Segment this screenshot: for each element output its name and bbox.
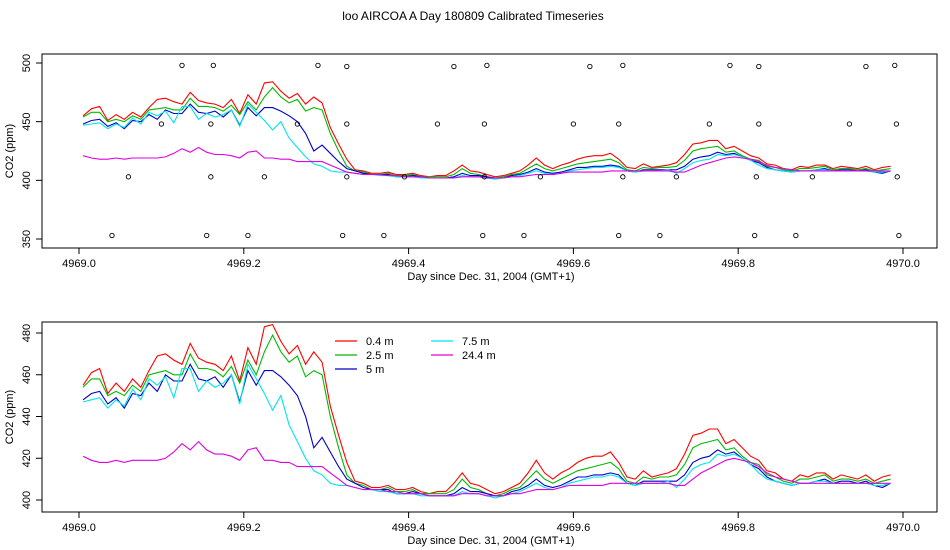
bottom-panel: 4969.0 4969.2 4969.4 4969.6 4969.8 4970.0 400 4… [4,321,938,547]
scatter-point [587,63,593,70]
series-line-24-4-m [82,146,891,179]
scatter-point [620,174,626,180]
scatter-point [481,174,488,180]
scatter-point [893,121,900,127]
x-tick-label: 4969.2 [227,258,261,270]
legend-label: 24.4 m [462,350,496,362]
legend-label: 2.5 m [366,350,394,362]
y-tick-label: 480 [21,324,33,342]
scatter-point [210,62,216,68]
scatter-point [261,174,268,180]
scatter-point [340,232,346,239]
series-line-24-4-m [82,440,891,497]
top-panel: 4969.0 4969.2 4969.4 4969.6 4969.8 4970.0 350 4… [4,53,938,283]
scatter-point [809,174,816,180]
x-axis-label: Day since Dec. 31, 2004 (GMT+1) [407,271,574,283]
scatter-point [892,62,898,68]
scatter-point [344,174,350,180]
legend-label: 0.4 m [366,336,394,348]
scatter-point [245,232,251,239]
scatter-point [756,63,762,70]
x-tick-label: 4970.0 [886,258,920,270]
x-axis-label: Day since Dec. 31, 2004 (GMT+1) [407,535,574,547]
scatter-point [753,174,759,180]
series-line-0-4-m [82,81,891,178]
scatter-point [344,121,350,127]
scatter-point [208,121,214,127]
y-tick-label: 400 [21,491,33,509]
scatter-point [657,232,663,239]
scatter-point [179,62,185,68]
scatter-point [434,121,441,127]
scatter-point [846,121,853,127]
scatter-point [727,62,733,68]
scatter-point [315,62,321,68]
scatter-point [894,174,900,180]
scatter-point [208,174,214,180]
scatter-point [673,174,680,180]
legend-label: 5 m [366,364,384,376]
y-tick-label: 450 [21,112,33,130]
scatter-point [125,174,132,180]
scatter-point [706,121,713,127]
scatter-point [616,121,622,127]
scatter-point [570,121,577,127]
y-axis-label: CO2 (ppm) [4,124,16,178]
y-tick-label: 400 [21,171,33,189]
x-tick-label: 4969.2 [227,522,261,534]
scatter-point [752,232,758,239]
scatter-point [109,232,115,239]
x-tick-label: 4969.0 [62,258,96,270]
y-tick-label: 460 [21,366,33,384]
scatter-point [521,232,527,239]
x-tick-label: 4969.4 [392,522,426,534]
scatter-point [480,232,486,239]
scatter-point [158,121,165,127]
series-line-0-4-m [82,323,891,495]
scatter-point [451,63,457,70]
scatter-point [381,232,387,239]
scatter-point [484,62,490,68]
plot-frame [41,53,938,249]
series-line-5-m [82,363,891,497]
y-tick-label: 420 [21,449,33,467]
x-tick-label: 4969.4 [392,258,426,270]
scatter-point [756,121,762,127]
scatter-point [793,232,799,239]
x-tick-label: 4969.8 [721,522,755,534]
chart-title: loo AIRCOA A Day 180809 Calibrated Times… [342,9,603,23]
y-tick-label: 500 [21,54,33,72]
x-tick-label: 4970.0 [886,522,920,534]
scatter-point [294,121,301,127]
x-tick-label: 4969.6 [557,522,591,534]
scatter-point [863,63,869,70]
scatter-point [537,174,544,180]
scatter-point [344,63,350,70]
scatter-point [616,232,622,239]
x-tick-label: 4969.6 [557,258,591,270]
scatter-point [896,232,902,239]
x-tick-label: 4969.8 [721,258,755,270]
scatter-point [401,174,408,180]
scatter-point [204,232,210,239]
scatter-point [620,62,626,68]
y-tick-label: 350 [21,230,33,248]
y-axis-label: CO2 (ppm) [4,390,16,444]
y-tick-label: 440 [21,407,33,425]
legend-label: 7.5 m [462,336,490,348]
x-tick-label: 4969.0 [62,522,96,534]
scatter-point [481,121,488,127]
